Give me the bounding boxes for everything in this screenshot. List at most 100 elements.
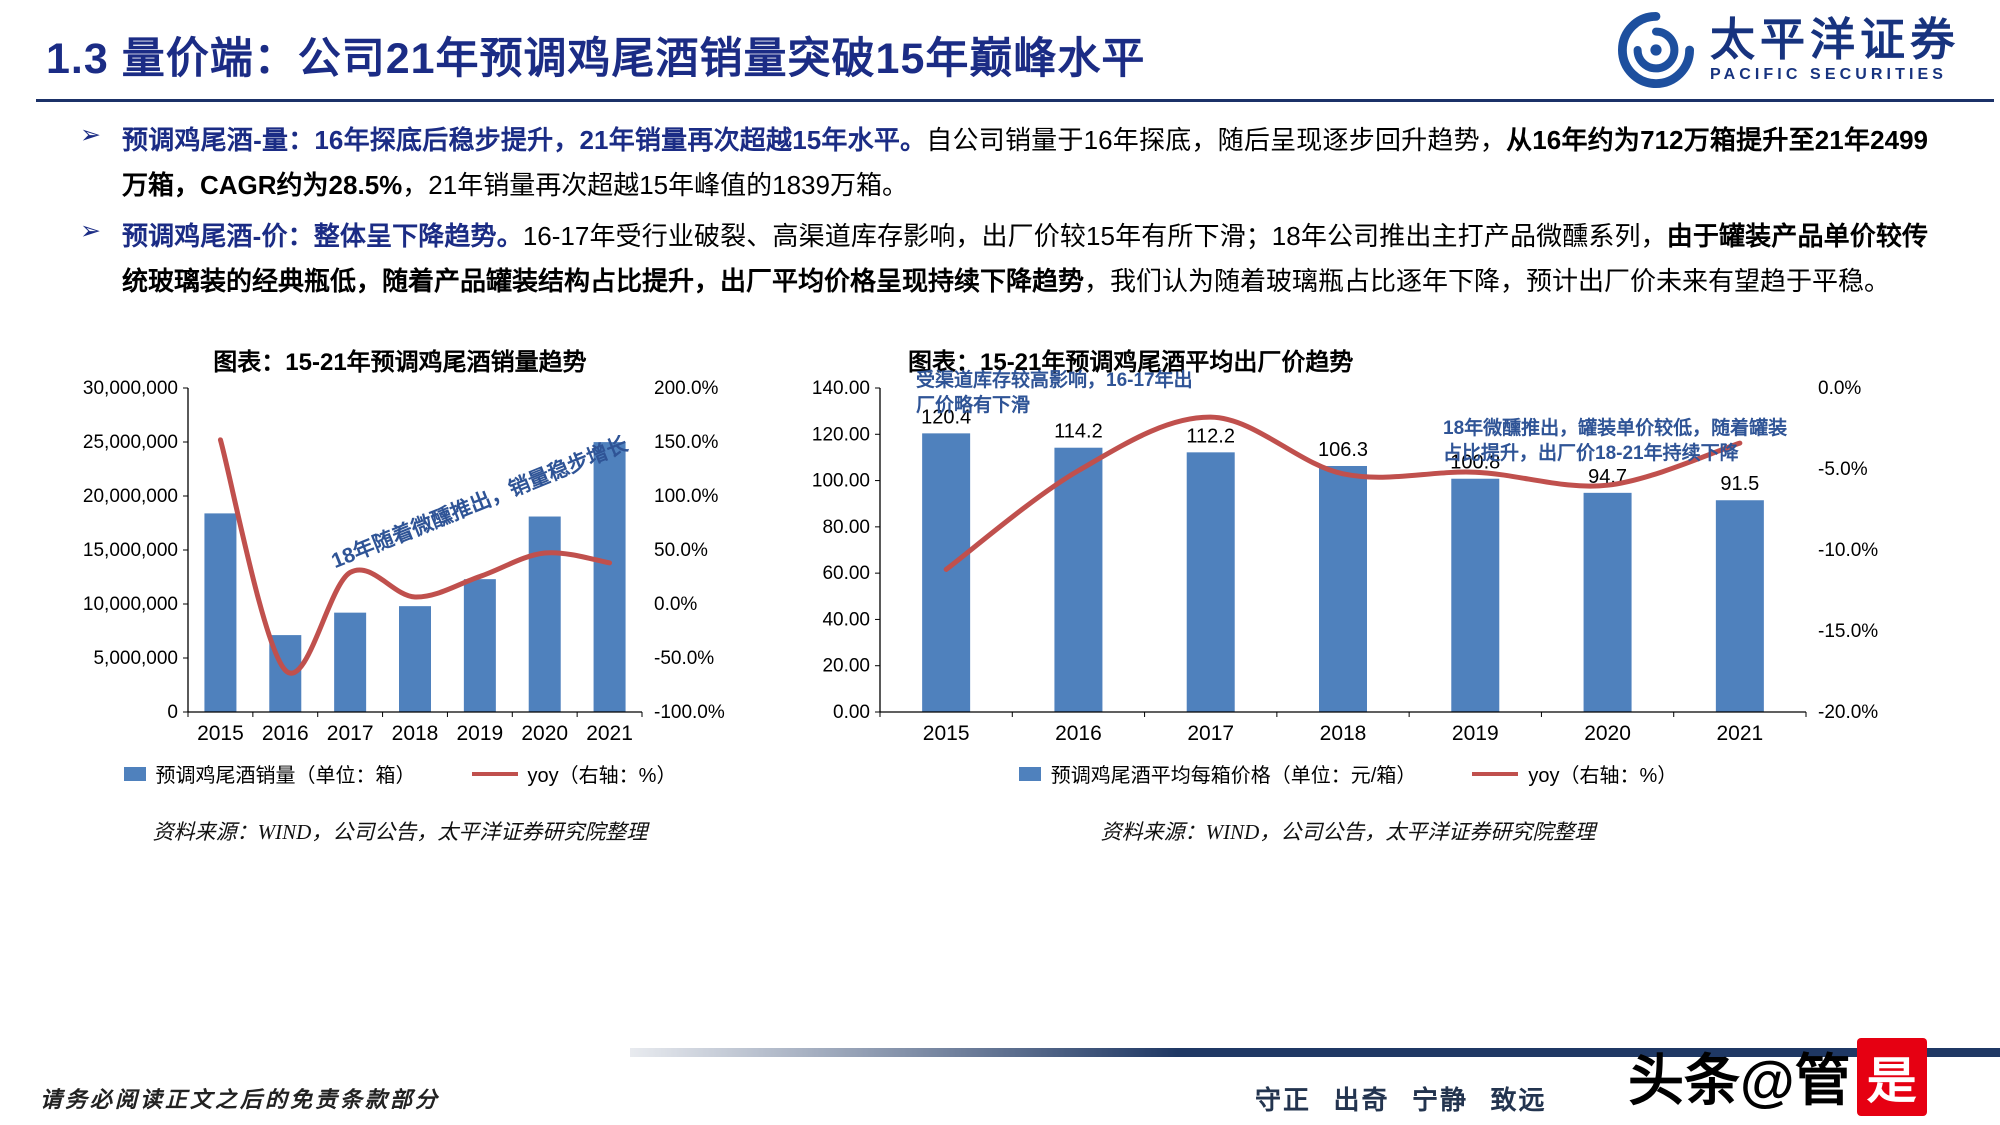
x-axis-label: 2018 xyxy=(1320,722,1367,745)
price-chart-legend: 预调鸡尾酒平均每箱价格（单位：元/箱） yoy（右轴：%） xyxy=(788,759,1908,788)
watermark-badge: 是 xyxy=(1856,1037,1927,1116)
svg-text:-20.0%: -20.0% xyxy=(1818,702,1878,723)
svg-text:20.00: 20.00 xyxy=(822,656,870,677)
x-axis-label: 2020 xyxy=(1584,722,1631,745)
watermark: 头条@管是 xyxy=(1628,1036,1927,1117)
svg-text:-10.0%: -10.0% xyxy=(1818,540,1878,561)
svg-text:0.0%: 0.0% xyxy=(654,594,697,615)
bar-2015 xyxy=(204,513,237,712)
bar-value-label: 91.5 xyxy=(1720,473,1759,495)
bar-2016 xyxy=(1054,447,1103,712)
charts-row: 图表：15-21年预调鸡尾酒销量趋势 0 5,000,000 10,000,000 1… xyxy=(70,342,1908,846)
bar-2019 xyxy=(1451,478,1500,712)
legend-line-label: yoy（右轴：%） xyxy=(527,765,677,787)
svg-text:150.0%: 150.0% xyxy=(654,432,719,453)
sales-volume-chart: 图表：15-21年预调鸡尾酒销量趋势 0 5,000,000 10,000,000 1… xyxy=(70,342,730,846)
legend-item-line: yoy（右轴：%） xyxy=(471,759,677,788)
bar-swatch-icon xyxy=(123,766,146,781)
svg-text:80.00: 80.00 xyxy=(822,517,870,538)
line-swatch-icon xyxy=(471,771,518,776)
x-axis-label: 2019 xyxy=(456,722,503,745)
svg-text:100.00: 100.00 xyxy=(812,471,870,492)
legend-bar-label: 预调鸡尾酒销量（单位：箱） xyxy=(155,765,416,787)
bullet-segment: ，我们认为随着玻璃瓶占比逐年下降，预计出厂价未来有望趋于平稳。 xyxy=(1084,266,1891,296)
bar-value-label: 120.4 xyxy=(921,406,971,428)
svg-text:40.00: 40.00 xyxy=(822,609,870,630)
svg-text:0.00: 0.00 xyxy=(833,702,870,723)
bar-value-label: 100.8 xyxy=(1450,452,1500,474)
bullet-segment: 预调鸡尾酒-量：16年探底后稳步提升，21年销量再次超越15年水平。 xyxy=(122,125,927,155)
logo-text: 太平洋证券 PACIFIC SECURITIES xyxy=(1710,16,1960,84)
bar-value-label: 114.2 xyxy=(1054,421,1103,443)
yoy-line xyxy=(943,414,1743,572)
x-axis-label: 2021 xyxy=(1716,722,1763,745)
logo: 太平洋证券 PACIFIC SECURITIES xyxy=(1616,10,1960,90)
bullet-segment: 从16年约为712万箱提升至21年2499万箱，CAGR约为28.5% xyxy=(122,125,1929,200)
line-swatch-icon xyxy=(1472,771,1519,776)
bar-2018 xyxy=(1319,465,1367,712)
sales-chart-source: 资料来源：WIND，公司公告，太平洋证券研究院整理 xyxy=(152,820,648,844)
legend-bar-label: 预调鸡尾酒平均每箱价格（单位：元/箱） xyxy=(1050,765,1417,787)
page-title: 1.3 量价端：公司21年预调鸡尾酒销量突破15年巅峰水平 xyxy=(46,35,1146,83)
price-chart-title: 图表：15-21年预调鸡尾酒平均出厂价趋势 xyxy=(908,349,1354,376)
svg-text:140.00: 140.00 xyxy=(812,378,870,399)
bullet-list: ➢ 预调鸡尾酒-量：16年探底后稳步提升，21年销量再次超越15年水平。自公司销量… xyxy=(78,118,1928,310)
svg-text:100.0%: 100.0% xyxy=(654,486,719,507)
pacific-securities-logo-icon xyxy=(1617,11,1694,88)
svg-text:15,000,000: 15,000,000 xyxy=(83,540,178,561)
bar-2021 xyxy=(593,442,626,712)
bullet-item: ➢ 预调鸡尾酒-量：16年探底后稳步提升，21年销量再次超越15年水平。自公司销量… xyxy=(78,118,1928,208)
price-chart-source: 资料来源：WIND，公司公告，太平洋证券研究院整理 xyxy=(1100,820,1596,844)
bar-2019 xyxy=(463,579,496,712)
price-chart-annotation-1: 受渠道库存较高影响，16-17年出厂价略有下滑 xyxy=(916,370,1193,416)
svg-text:0: 0 xyxy=(167,702,178,723)
bullet-segment: 预调鸡尾酒-价：整体呈下降趋势。 xyxy=(122,221,523,251)
bullet-segment: ，21年销量再次超越15年峰值的1839万箱。 xyxy=(402,170,908,200)
x-axis-label: 2015 xyxy=(197,722,244,745)
price-chart-canvas: 0.00 20.00 40.00 60.00 80.00 100.00 120.00 140.… xyxy=(788,370,1908,757)
bullet-arrow-icon: ➢ xyxy=(80,121,101,149)
logo-name-en: PACIFIC SECURITIES xyxy=(1709,66,1948,84)
sales-chart-svg: 0 5,000,000 10,000,000 15,000,000 20,000,000… xyxy=(83,378,725,745)
x-axis-label: 2016 xyxy=(1055,722,1102,745)
bullet-item: ➢ 预调鸡尾酒-价：整体呈下降趋势。16-17年受行业破裂、高渠道库存影响，出厂价… xyxy=(78,214,1928,304)
svg-text:30,000,000: 30,000,000 xyxy=(83,378,178,399)
svg-text:60.00: 60.00 xyxy=(822,563,870,584)
svg-text:-15.0%: -15.0% xyxy=(1818,621,1878,642)
svg-text:10,000,000: 10,000,000 xyxy=(83,594,178,615)
x-axis-label: 2021 xyxy=(586,722,633,745)
x-axis-label: 2016 xyxy=(262,722,309,745)
bullet-text: 预调鸡尾酒-价：整体呈下降趋势。16-17年受行业破裂、高渠道库存影响，出厂价较… xyxy=(122,214,1928,304)
svg-text:-50.0%: -50.0% xyxy=(654,648,714,669)
x-axis-label: 2018 xyxy=(392,722,439,745)
svg-text:-5.0%: -5.0% xyxy=(1818,459,1868,480)
bar-2020 xyxy=(528,516,561,712)
x-axis-label: 2015 xyxy=(923,722,970,745)
svg-text:120.00: 120.00 xyxy=(812,424,870,445)
price-chart-annotation-2: 18年微醺推出，罐装单价较低，随着罐装占比提升，出厂价18-21年持续下降 xyxy=(1443,418,1788,464)
bar-2020 xyxy=(1583,492,1632,712)
bar-2018 xyxy=(399,606,431,712)
bar-swatch-icon xyxy=(1018,766,1041,781)
x-axis-label: 2017 xyxy=(327,722,374,745)
svg-text:50.0%: 50.0% xyxy=(654,540,708,561)
svg-text:-100.0%: -100.0% xyxy=(654,702,725,723)
avg-price-chart: 图表：15-21年预调鸡尾酒平均出厂价趋势 0.00 20.00 40.00 60.0… xyxy=(788,342,1908,846)
svg-text:20,000,000: 20,000,000 xyxy=(83,486,178,507)
bar-2015 xyxy=(922,433,971,712)
watermark-text: 头条@管 xyxy=(1628,1049,1851,1112)
yoy-line xyxy=(217,437,613,676)
legend-item-bars: 预调鸡尾酒销量（单位：箱） xyxy=(123,759,416,788)
svg-text:0.0%: 0.0% xyxy=(1818,378,1861,399)
bar-2021 xyxy=(1715,500,1764,712)
header-divider xyxy=(36,99,1994,102)
footer-divider xyxy=(630,1048,2000,1057)
footer-disclaimer: 请务必阅读正文之后的免责条款部分 xyxy=(40,1087,441,1112)
sales-chart-canvas: 0 5,000,000 10,000,000 15,000,000 20,000,000… xyxy=(70,374,730,757)
legend-item-line: yoy（右轴：%） xyxy=(1472,759,1677,788)
logo-name-cn: 太平洋证券 xyxy=(1709,13,1960,65)
bar-value-label: 112.2 xyxy=(1186,425,1235,447)
bar-2017 xyxy=(334,612,367,712)
bullet-text: 预调鸡尾酒-量：16年探底后稳步提升，21年销量再次超越15年水平。自公司销量于… xyxy=(122,118,1928,208)
